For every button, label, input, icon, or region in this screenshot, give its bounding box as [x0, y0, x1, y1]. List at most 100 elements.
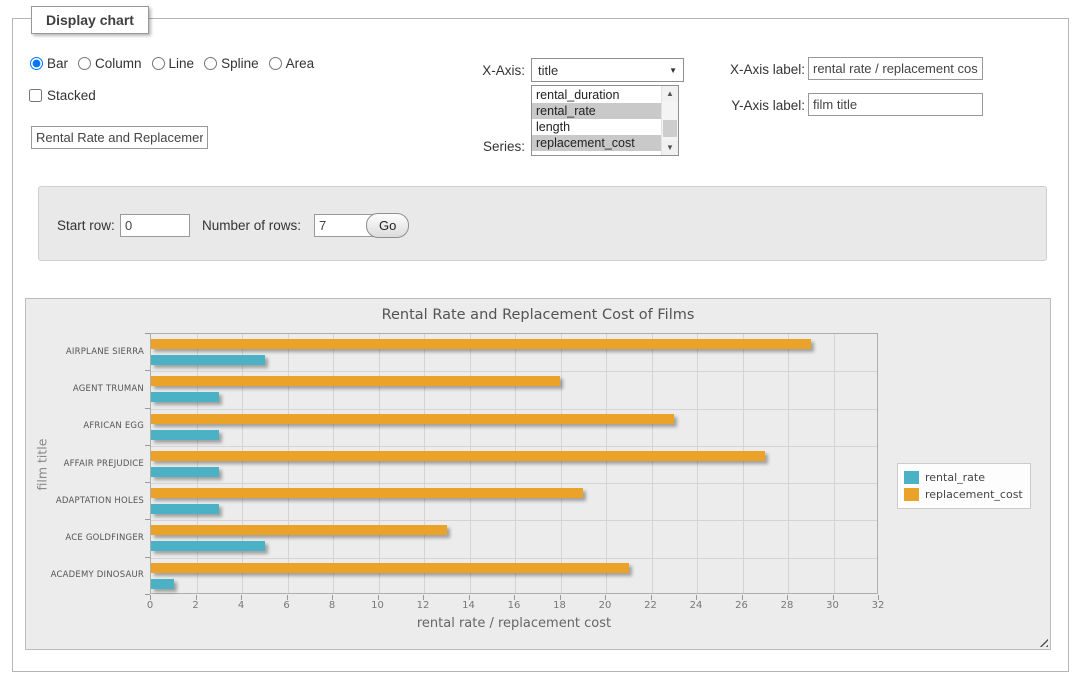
x-axis-label-input[interactable]	[808, 57, 983, 80]
y-tick-mark	[145, 594, 150, 595]
y-tick-mark	[145, 482, 150, 483]
chart-type-radio-label: Column	[95, 56, 142, 71]
chart-type-option-column[interactable]: Column	[78, 56, 142, 71]
x-tick-label: 22	[638, 600, 664, 611]
x-tick-label: 10	[365, 600, 391, 611]
gridline	[697, 334, 698, 593]
bar-replacement_cost	[151, 414, 674, 424]
y-tick-mark	[145, 557, 150, 558]
series-options: rental_durationrental_ratelengthreplacem…	[532, 87, 661, 151]
listbox-scrollbar[interactable]: ▲ ▼	[661, 86, 678, 155]
x-tick-label: 2	[183, 600, 209, 611]
bar-rental_rate	[151, 579, 174, 589]
chart-type-option-spline[interactable]: Spline	[204, 56, 259, 71]
x-tick-label: 20	[592, 600, 618, 611]
gridline	[515, 334, 516, 593]
x-tick-label: 24	[683, 600, 709, 611]
chart-type-option-line[interactable]: Line	[152, 56, 195, 71]
bar-replacement_cost	[151, 451, 765, 461]
gridline	[379, 334, 380, 593]
bar-replacement_cost	[151, 488, 583, 498]
category-label: ACE GOLDFINGER	[46, 533, 144, 543]
chart-type-radio-line[interactable]	[152, 57, 165, 70]
row-controls-panel: Start row: Number of rows: Go	[38, 186, 1047, 261]
series-select-label: Series:	[453, 139, 525, 154]
gridline	[652, 334, 653, 593]
x-tick-label: 32	[865, 600, 891, 611]
bar-rental_rate	[151, 392, 219, 402]
number-of-rows-label: Number of rows:	[202, 218, 301, 233]
y-tick-mark	[145, 445, 150, 446]
start-row-input[interactable]	[120, 214, 190, 237]
series-option-replacement_cost[interactable]: replacement_cost	[532, 135, 661, 151]
display-chart-fieldset: Display chart BarColumnLineSplineArea St…	[12, 18, 1069, 672]
gridline	[242, 334, 243, 593]
x-tick-label: 0	[137, 600, 163, 611]
gridline	[561, 334, 562, 593]
chart-legend: rental_rate replacement_cost	[897, 463, 1031, 509]
bar-replacement_cost	[151, 339, 811, 349]
chart-type-radio-area[interactable]	[269, 57, 282, 70]
x-axis-select-label: X-Axis:	[453, 63, 525, 78]
chart-type-radio-bar[interactable]	[30, 57, 43, 70]
gridline	[151, 446, 877, 447]
scroll-up-icon[interactable]: ▲	[662, 86, 678, 101]
series-option-rental_rate[interactable]: rental_rate	[532, 103, 661, 119]
scroll-down-icon[interactable]: ▼	[662, 140, 678, 155]
category-label: AGENT TRUMAN	[46, 384, 144, 394]
x-tick-label: 30	[820, 600, 846, 611]
y-tick-mark	[145, 333, 150, 334]
chart-type-radio-column[interactable]	[78, 57, 91, 70]
gridline	[470, 334, 471, 593]
bar-rental_rate	[151, 430, 219, 440]
gridline	[788, 334, 789, 593]
y-tick-mark	[145, 408, 150, 409]
y-tick-mark	[145, 519, 150, 520]
go-button[interactable]: Go	[366, 213, 409, 238]
gridline	[151, 371, 877, 372]
gridline	[424, 334, 425, 593]
chart-type-option-area[interactable]: Area	[269, 56, 315, 71]
legend-swatch	[904, 488, 919, 501]
x-axis-selected-value: title	[538, 63, 558, 78]
x-tick-label: 14	[456, 600, 482, 611]
chart-title-input[interactable]	[31, 126, 208, 149]
gridline	[333, 334, 334, 593]
series-option-length[interactable]: length	[532, 119, 661, 135]
chart-type-option-bar[interactable]: Bar	[30, 56, 68, 71]
chevron-down-icon: ▼	[669, 66, 677, 75]
bar-replacement_cost	[151, 525, 447, 535]
chart-title: Rental Rate and Replacement Cost of Film…	[26, 307, 1050, 323]
gridline	[151, 520, 877, 521]
x-tick-label: 16	[501, 600, 527, 611]
gridline	[197, 334, 198, 593]
x-tick-label: 4	[228, 600, 254, 611]
y-axis-label-input[interactable]	[808, 93, 983, 116]
gridline	[151, 483, 877, 484]
fieldset-legend: Display chart	[31, 6, 149, 34]
legend-item: replacement_cost	[904, 486, 1023, 503]
series-listbox[interactable]: rental_durationrental_ratelengthreplacem…	[531, 85, 679, 156]
series-option-rental_duration[interactable]: rental_duration	[532, 87, 661, 103]
x-axis-select[interactable]: title ▼	[531, 58, 684, 82]
legend-item: rental_rate	[904, 469, 1023, 486]
chart-type-radio-label: Bar	[47, 56, 68, 71]
x-tick-label: 18	[547, 600, 573, 611]
chart-type-radio-label: Spline	[221, 56, 259, 71]
chart-type-radio-spline[interactable]	[204, 57, 217, 70]
x-tick-label: 26	[729, 600, 755, 611]
legend-label: rental_rate	[925, 471, 985, 484]
x-tick-label: 28	[774, 600, 800, 611]
gridline	[288, 334, 289, 593]
category-label: ADAPTATION HOLES	[46, 496, 144, 506]
stacked-checkbox[interactable]	[29, 89, 42, 102]
y-axis-label-caption: Y-Axis label:	[701, 98, 805, 113]
scrollbar-thumb[interactable]	[663, 120, 677, 137]
stacked-label: Stacked	[47, 88, 96, 103]
gridline	[743, 334, 744, 593]
bar-replacement_cost	[151, 376, 560, 386]
bar-rental_rate	[151, 541, 265, 551]
chart-container: Rental Rate and Replacement Cost of Film…	[25, 298, 1051, 650]
gridline	[151, 558, 877, 559]
resize-grip-icon[interactable]	[1036, 635, 1048, 647]
